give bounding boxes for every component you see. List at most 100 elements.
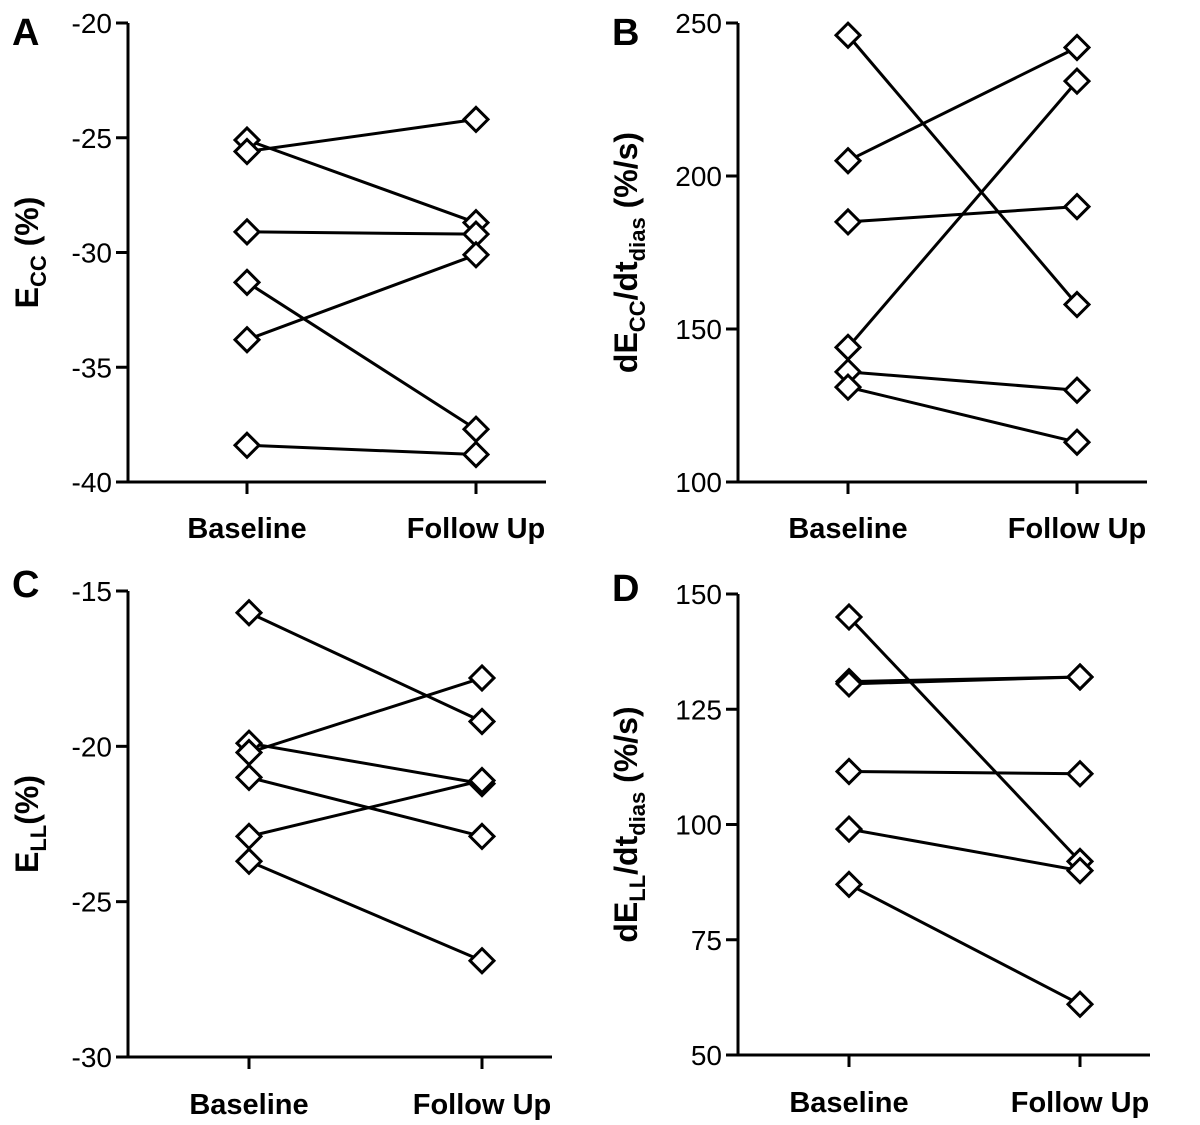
data-point-baseline	[833, 21, 863, 50]
data-point-follow-up	[1062, 290, 1092, 319]
series-line	[246, 281, 477, 431]
y-tick-label: 100	[675, 467, 722, 498]
series-line	[246, 443, 477, 456]
series-5	[234, 766, 497, 851]
data-point-follow-up	[1062, 192, 1092, 221]
y-tick-label: -15	[72, 576, 112, 607]
data-point-follow-up	[467, 707, 497, 736]
y-tick-label: -20	[72, 731, 112, 762]
series-line	[848, 827, 1081, 873]
data-point-follow-up	[1062, 33, 1092, 62]
series-5	[232, 240, 491, 354]
data-point-baseline	[834, 870, 864, 899]
series-line	[848, 675, 1081, 686]
series-4	[232, 268, 491, 444]
data-point-baseline	[232, 268, 262, 297]
data-point-baseline	[834, 757, 864, 786]
data-point-follow-up	[1062, 428, 1092, 457]
series-line	[246, 138, 477, 225]
data-point-baseline	[232, 217, 262, 246]
data-point-baseline	[232, 431, 262, 460]
data-point-baseline	[833, 207, 863, 237]
x-category-label: Baseline	[788, 513, 907, 545]
y-tick-label: 150	[675, 579, 722, 610]
panel-letter: D	[612, 568, 639, 610]
data-point-baseline	[234, 847, 264, 876]
data-point-follow-up	[1065, 662, 1095, 692]
series-line	[248, 741, 483, 786]
y-tick-label: -40	[72, 467, 112, 498]
series-line	[846, 34, 1079, 306]
y-axis-title: ECC (%)	[9, 197, 51, 309]
y-axis-title: dECC/dtdias (%/s)	[608, 132, 650, 373]
series-2	[232, 105, 491, 166]
y-tick-label: -25	[72, 887, 112, 918]
y-tick-label: 250	[675, 8, 722, 39]
data-point-baseline	[232, 325, 262, 354]
series-line	[248, 779, 483, 838]
y-tick-label: -30	[72, 1042, 112, 1073]
data-point-follow-up	[1062, 376, 1092, 405]
series-line	[246, 230, 477, 236]
data-point-follow-up	[467, 663, 497, 693]
series-3	[234, 663, 497, 767]
y-tick-label: -20	[72, 8, 112, 39]
series-line	[248, 676, 483, 754]
data-point-follow-up	[461, 415, 491, 444]
data-point-follow-up	[467, 946, 497, 975]
series-line	[847, 385, 1078, 444]
series-line	[248, 611, 483, 723]
data-point-follow-up	[461, 105, 491, 134]
series-line	[847, 616, 1082, 863]
series-1	[234, 598, 497, 736]
panel-a: A -20 -25 -30 -35 -40 Baseline Follow Up ECC (%)	[9, 8, 546, 545]
data-point-baseline	[834, 669, 864, 699]
panel-letter: A	[12, 12, 39, 54]
data-point-follow-up	[467, 822, 497, 851]
x-category-label: Baseline	[187, 513, 306, 545]
series-line	[847, 46, 1078, 163]
data-point-baseline	[234, 822, 264, 851]
series-line	[846, 80, 1079, 349]
data-point-follow-up	[1062, 67, 1092, 96]
series-line	[246, 253, 477, 342]
data-point-baseline	[234, 598, 264, 627]
series-line	[248, 859, 483, 963]
series-2	[833, 33, 1092, 175]
series-line	[248, 775, 483, 838]
data-point-follow-up	[461, 440, 491, 469]
y-tick-label: -30	[72, 238, 112, 269]
panel-c: C -15 -20 -25 -30 Baseline Follow Up ELL(%)	[9, 564, 552, 1121]
x-category-label: Baseline	[189, 1089, 308, 1121]
data-point-baseline	[833, 373, 863, 402]
y-tick-label: 50	[691, 1040, 722, 1071]
y-tick-label: 75	[691, 925, 722, 956]
x-category-label: Follow Up	[1008, 513, 1147, 545]
x-category-label: Follow Up	[413, 1089, 552, 1121]
y-tick-label: 125	[675, 694, 722, 725]
y-tick-label: 200	[675, 161, 722, 192]
y-axis-title: ELL(%)	[9, 775, 51, 873]
series-line	[847, 370, 1078, 392]
panel-letter: B	[612, 12, 639, 54]
series-5	[833, 357, 1092, 405]
data-point-follow-up	[1065, 856, 1095, 885]
y-tick-label: -25	[72, 123, 112, 154]
data-point-follow-up	[467, 766, 497, 795]
x-category-label: Follow Up	[1011, 1087, 1150, 1119]
panel-d: D 150 125 100 75 50 Baseline Follow Up dELL/dtdi…	[608, 568, 1150, 1119]
data-point-baseline	[834, 602, 864, 632]
data-point-follow-up	[1065, 990, 1095, 1019]
series-4	[834, 757, 1095, 788]
series-6	[232, 431, 491, 469]
y-tick-label: -35	[72, 352, 112, 383]
data-point-baseline	[833, 146, 863, 175]
series-4	[234, 763, 497, 851]
series-3	[834, 662, 1095, 699]
series-5	[834, 814, 1095, 885]
series-1	[833, 21, 1092, 319]
x-category-label: Baseline	[789, 1087, 908, 1119]
series-6	[833, 373, 1092, 457]
series-line	[848, 769, 1081, 776]
